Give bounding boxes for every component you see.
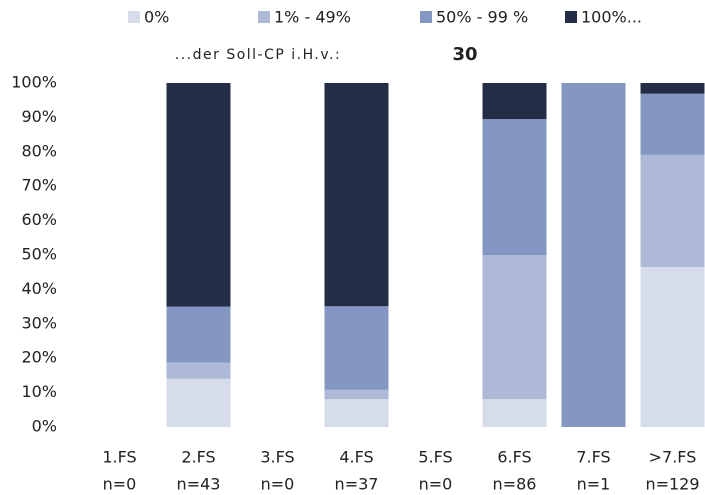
x-count-label: n=129 — [645, 475, 699, 494]
y-tick-label: 90% — [21, 107, 57, 126]
bar-segment — [166, 378, 231, 427]
x-count-label: n=86 — [493, 475, 537, 494]
x-count-label: n=0 — [103, 475, 137, 494]
x-count-label: n=0 — [261, 475, 295, 494]
y-tick-label: 60% — [21, 210, 57, 229]
y-tick-label: 70% — [21, 176, 57, 195]
x-tick-label: >7.FS — [649, 448, 697, 467]
legend-label: 0% — [144, 8, 169, 27]
y-tick-label: 100% — [11, 73, 57, 92]
chart-subtitle: ...der Soll-CP i.H.v.: — [175, 47, 341, 63]
legend-swatch — [420, 11, 432, 23]
y-tick-label: 80% — [21, 141, 57, 160]
bar-segment — [324, 306, 389, 390]
x-tick-label: 2.FS — [181, 448, 215, 467]
bar-segment — [482, 399, 547, 427]
bar-segment — [324, 83, 389, 307]
x-count-label: n=1 — [577, 475, 611, 494]
x-tick-label: 3.FS — [260, 448, 294, 467]
x-tick-label: 5.FS — [418, 448, 452, 467]
legend-label: 50% - 99 % — [436, 8, 528, 27]
y-tick-label: 40% — [21, 279, 57, 298]
x-tick-label: 4.FS — [339, 448, 373, 467]
bar-segment — [561, 83, 626, 427]
bar-segment — [324, 389, 389, 400]
bar-segment — [482, 83, 547, 120]
y-tick-label: 30% — [21, 313, 57, 332]
x-tick-label: 1.FS — [102, 448, 136, 467]
bar-segment — [166, 83, 231, 307]
x-count-label: n=0 — [419, 475, 453, 494]
legend-swatch — [258, 11, 270, 23]
bar-segment — [640, 83, 705, 94]
x-tick-label: 7.FS — [576, 448, 610, 467]
bar-segment — [166, 362, 231, 379]
legend-label: 1% - 49% — [274, 8, 351, 27]
x-count-label: n=37 — [335, 475, 379, 494]
x-tick-label: 6.FS — [497, 448, 531, 467]
bar-segment — [640, 154, 705, 268]
bar-segment — [482, 255, 547, 400]
bar-segment — [640, 267, 705, 427]
subtitle-value: 30 — [452, 44, 477, 65]
y-tick-label: 50% — [21, 245, 57, 264]
y-tick-label: 0% — [32, 417, 57, 436]
bar-segment — [482, 119, 547, 256]
y-tick-label: 20% — [21, 348, 57, 367]
bar-segment — [166, 306, 231, 363]
y-tick-label: 10% — [21, 382, 57, 401]
bar-segment — [324, 399, 389, 427]
bar-segment — [640, 93, 705, 155]
legend-swatch — [565, 11, 577, 23]
legend-swatch — [128, 11, 140, 23]
legend-label: 100%... — [581, 8, 642, 27]
x-count-label: n=43 — [177, 475, 221, 494]
